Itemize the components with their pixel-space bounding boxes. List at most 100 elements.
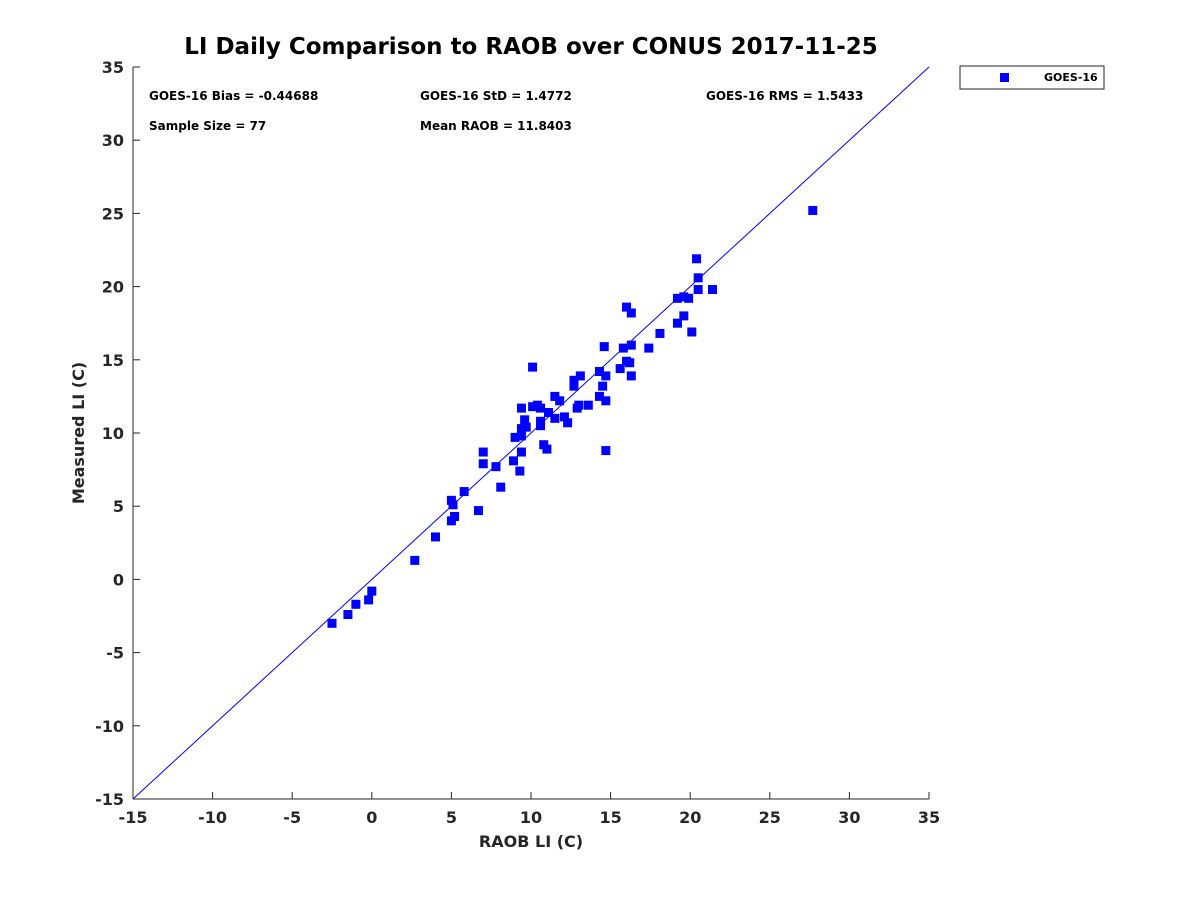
x-tick-label: -5 [283,808,301,827]
legend-marker-square [1000,73,1009,82]
y-tick-label: 25 [102,204,124,223]
data-point [496,482,506,492]
mean-raob-annotation: Mean RAOB = 11.8403 [420,119,572,133]
y-tick-label: 5 [113,497,124,516]
y-tick-label: 35 [102,58,124,77]
data-point [615,364,625,374]
data-point [707,285,717,295]
data-point [550,391,560,401]
y-axis-label: Measured LI (C) [69,362,88,504]
legend-label-goes16: GOES-16 [1044,71,1098,84]
data-point [478,459,488,469]
sample-size-annotation: Sample Size = 77 [149,119,266,133]
data-point [450,511,460,521]
data-point [555,396,565,406]
x-tick-label: -15 [119,808,148,827]
data-point [601,446,611,456]
data-point [478,447,488,457]
data-point [473,506,483,516]
chart-title: LI Daily Comparison to RAOB over CONUS 2… [184,34,878,60]
data-point [618,343,628,353]
data-point [693,273,703,283]
y-tick-label: -10 [95,717,124,736]
series-goes16-points [327,205,818,628]
x-tick-label: 35 [918,808,940,827]
data-point [515,466,525,476]
data-point [516,403,526,413]
data-point [598,381,608,391]
data-point [327,618,337,628]
data-point [574,400,584,410]
data-point [536,416,546,426]
data-point [594,391,604,401]
data-point [459,487,469,497]
data-point [430,532,440,542]
data-point [550,413,560,423]
data-point [521,422,531,432]
x-axis-label: RAOB LI (C) [479,832,583,851]
legend-box [959,65,1105,90]
data-point [655,328,665,338]
data-point [622,302,632,312]
data-point [601,396,611,406]
data-point [679,292,689,302]
std-annotation: GOES-16 StD = 1.4772 [420,89,572,103]
data-point [569,375,579,385]
x-tick-label: 5 [446,808,457,827]
data-point [687,327,697,337]
x-tick-label: 10 [520,808,542,827]
data-point [672,293,682,303]
y-tick-label: 15 [102,351,124,370]
data-point [516,447,526,457]
data-point [544,408,554,418]
data-point [808,205,818,215]
data-point [559,412,569,422]
x-ticks: -15 -10 -5 0 5 10 15 20 25 30 35 [119,792,940,827]
data-point [510,432,520,442]
data-point [672,318,682,328]
data-point [367,586,377,596]
x-tick-label: -10 [198,808,227,827]
x-tick-label: 30 [838,808,860,827]
data-point [410,555,420,565]
y-tick-label: 10 [102,424,124,443]
data-point [491,462,501,472]
data-point [626,340,636,350]
data-point [508,456,518,466]
y-tick-label: -5 [106,644,124,663]
y-tick-label: -15 [95,790,124,809]
data-point [351,599,361,609]
legend: GOES-16 [959,65,1105,90]
data-point [626,308,636,318]
bias-annotation: GOES-16 Bias = -0.44688 [149,89,318,103]
data-point [684,293,694,303]
data-point [601,371,611,381]
data-point [693,285,703,295]
data-point [692,254,702,264]
data-point [516,431,526,441]
one-to-one-line [132,66,930,800]
y-tick-label: 30 [102,131,124,150]
data-point [626,371,636,381]
data-point [625,358,635,368]
rms-annotation: GOES-16 RMS = 1.5433 [706,89,863,103]
data-point [583,400,593,410]
x-tick-label: 20 [679,808,701,827]
stats-annotations: GOES-16 Bias = -0.44688 GOES-16 StD = 1.… [149,89,863,133]
data-point [563,418,573,428]
data-point [528,362,538,372]
data-point [343,610,353,620]
reference-line-group [132,66,930,800]
y-tick-label: 20 [102,278,124,297]
y-ticks: -15 -10 -5 0 5 10 15 20 25 30 35 [95,58,140,809]
y-tick-label: 0 [113,570,124,589]
data-point [448,500,458,510]
data-point [599,342,609,352]
data-point [575,371,585,381]
data-point [644,343,654,353]
data-point [516,424,526,434]
data-point [536,403,546,413]
data-point [520,415,530,425]
data-point [528,402,538,412]
